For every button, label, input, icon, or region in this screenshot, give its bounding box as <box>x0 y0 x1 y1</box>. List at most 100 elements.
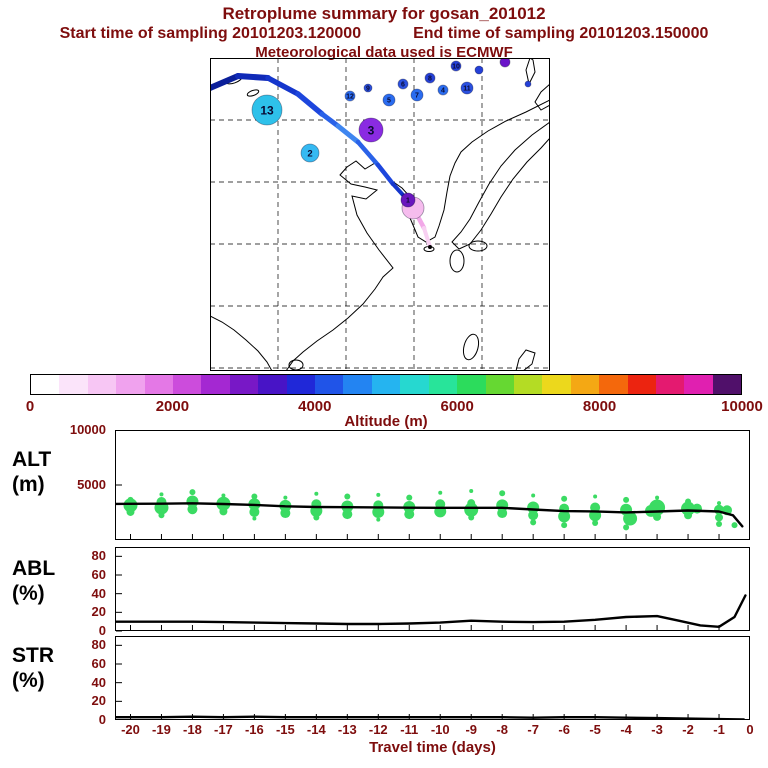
panel-frame-alt <box>115 430 750 540</box>
cluster-circle <box>363 83 373 93</box>
altitude-cluster-dot <box>159 492 164 497</box>
cluster-circle <box>460 81 474 95</box>
x-tick-label: -18 <box>183 722 202 737</box>
colorbar-tick-label: 6000 <box>440 398 474 415</box>
cluster-circle <box>251 94 283 126</box>
x-tick-label: -11 <box>400 722 419 737</box>
colorbar-segment <box>315 375 344 394</box>
trajectory-segment <box>210 73 241 91</box>
trajectory-segment <box>295 91 325 117</box>
alt-axis-label-line1: ALT <box>12 448 52 471</box>
altitude-cluster-dot <box>189 489 196 496</box>
cluster-number: 12 <box>346 94 354 101</box>
altitude-cluster-dot <box>528 510 539 521</box>
str-axis-label: STR (%) <box>12 643 107 693</box>
cluster-circle <box>499 58 511 68</box>
altitude-cluster-dot <box>561 522 568 529</box>
colorbar-segment <box>570 375 600 394</box>
cluster-number: 10 <box>452 64 460 71</box>
trajectory-segment <box>355 139 381 168</box>
colorbar-segment <box>87 375 117 394</box>
altitude-cluster-dot <box>249 506 260 517</box>
altitude-cluster-dot <box>438 490 443 495</box>
cluster-circle <box>344 90 356 102</box>
altitude-cluster-dot <box>342 509 353 520</box>
colorbar-segment <box>229 375 259 394</box>
alt-axis-label-line2: (m) <box>12 473 45 496</box>
x-axis-title: Travel time (days) <box>369 739 496 756</box>
x-tick-label: -6 <box>558 722 570 737</box>
str-line <box>115 715 745 720</box>
altitude-cluster-dot <box>593 494 598 499</box>
colorbar-segment <box>173 375 202 394</box>
x-tick-label: -9 <box>465 722 477 737</box>
y-tick-label: 20 <box>91 693 106 709</box>
altitude-cluster-dot <box>561 495 568 502</box>
colorbar-tick-label: 10000 <box>721 398 763 415</box>
x-tick-label: -17 <box>214 722 233 737</box>
colorbar-tick-label: 4000 <box>298 398 332 415</box>
x-tick-label: -4 <box>620 722 632 737</box>
island-hainan <box>288 359 304 371</box>
altitude-cluster-dot <box>655 495 660 500</box>
met-data-label: Meteorological data used is ECMWF <box>255 44 513 61</box>
cluster-number: 9 <box>366 86 370 93</box>
colorbar-segment <box>428 375 458 394</box>
altitude-cluster-dot <box>468 514 475 521</box>
x-tick-label: -8 <box>496 722 508 737</box>
altitude-cluster-dot <box>344 493 351 500</box>
cluster-circle <box>410 88 424 102</box>
colorbar-tick-label: 2000 <box>155 398 190 415</box>
colorbar-segment <box>684 375 713 394</box>
trajectory-segment <box>235 73 271 81</box>
colorbar-segment <box>542 375 571 394</box>
colorbar-segment <box>485 375 514 394</box>
y-tick-label: 20 <box>91 604 106 620</box>
x-tick-label: -5 <box>589 722 601 737</box>
cluster-number: 6 <box>401 82 405 89</box>
colorbar-segment <box>116 375 145 394</box>
x-tick-label: -15 <box>275 722 295 737</box>
x-tick-label: -3 <box>651 722 663 737</box>
altitude-cluster-dot <box>681 501 696 516</box>
y-tick-label: 0 <box>98 712 106 727</box>
receptor-marker <box>428 245 432 249</box>
island-hokkaido <box>534 83 550 111</box>
panel-frame-abl <box>115 547 750 631</box>
colorbar-segment <box>712 375 742 394</box>
altitude-cluster-dot <box>464 502 479 517</box>
str-axis-label-line2: (%) <box>12 669 45 692</box>
altitude-cluster-dot <box>692 503 703 514</box>
x-tick-label: -12 <box>368 722 388 737</box>
alt-line <box>115 502 744 528</box>
panel-frame-str <box>115 636 750 720</box>
x-tick-label: -1 <box>713 722 725 737</box>
abl-line <box>115 594 747 629</box>
colorbar-segment <box>59 375 88 394</box>
coastline-mainland <box>285 99 550 371</box>
cluster-number: 13 <box>260 103 274 117</box>
colorbar-segment <box>627 375 656 394</box>
colorbar-segment <box>457 375 486 394</box>
colorbar-segment <box>655 375 685 394</box>
lake-2 <box>246 89 260 97</box>
str-axis-label-line1: STR <box>12 644 54 667</box>
altitude-cluster-dot <box>499 490 506 497</box>
colorbar-segment <box>286 375 316 394</box>
timeseries-panels <box>115 430 750 720</box>
cluster-circle <box>524 80 532 88</box>
x-tick-label: -19 <box>152 722 171 737</box>
altitude-cluster-dot <box>123 498 138 513</box>
cluster-number: 5 <box>387 98 391 105</box>
altitude-cluster-dot <box>623 496 630 503</box>
cluster-circle <box>358 117 384 143</box>
altitude-cluster-dot <box>531 493 536 498</box>
trajectory-segment <box>319 111 341 129</box>
colorbar-segment <box>144 375 174 394</box>
colorbar-segment <box>31 375 60 394</box>
altitude-cluster-dot <box>252 516 257 521</box>
island-taiwan <box>462 333 480 361</box>
map-coastlines <box>210 58 550 371</box>
